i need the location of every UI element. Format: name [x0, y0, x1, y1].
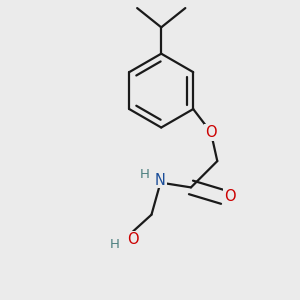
Text: O: O: [224, 189, 235, 204]
Text: H: H: [140, 168, 150, 181]
Text: O: O: [128, 232, 139, 247]
Text: N: N: [155, 172, 166, 188]
Text: H: H: [110, 238, 119, 251]
Text: O: O: [205, 125, 217, 140]
